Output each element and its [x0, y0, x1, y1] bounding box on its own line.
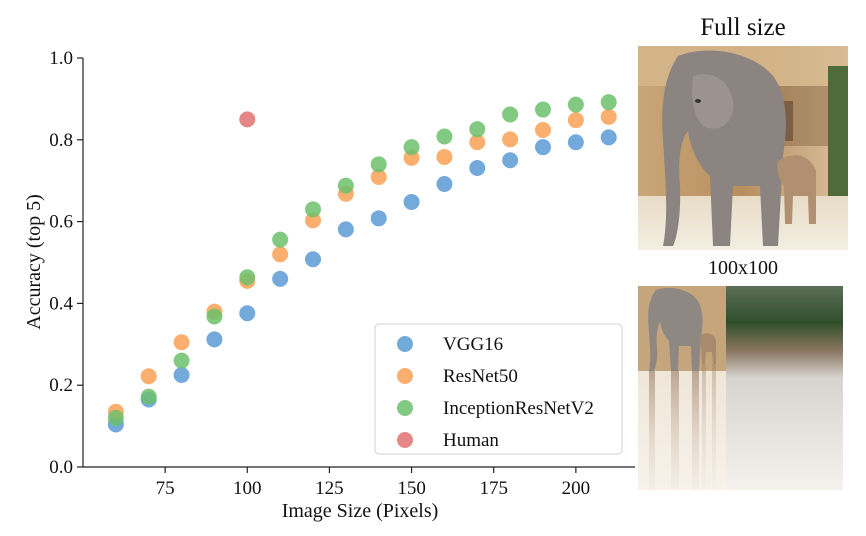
resnet50-point — [305, 212, 321, 229]
resnet50-point — [272, 246, 289, 263]
x-tick-label: 125 — [315, 478, 344, 499]
resnet50-point — [436, 148, 453, 165]
resnet50-point — [173, 334, 190, 351]
vgg16-point — [502, 152, 519, 169]
y-axis-label: Accuracy (top 5) — [23, 194, 45, 330]
legend-marker-resnet50 — [397, 368, 413, 384]
chart-ticks: 75 100 125 150 175 200 0.0 0.2 0.4 0.6 0.8 1.0 — [49, 48, 590, 499]
elephant-100x100-image — [638, 286, 843, 490]
inceptionresnetv2-point — [239, 269, 256, 286]
y-tick-label: 0.6 — [49, 212, 73, 233]
x-tick-label: 150 — [397, 478, 426, 499]
y-tick-label: 0.4 — [49, 293, 73, 314]
inceptionresnetv2-point — [140, 388, 157, 405]
resnet50-point — [600, 108, 617, 125]
vgg16-point — [436, 175, 453, 192]
resnet50-point — [140, 368, 157, 385]
vgg16-point — [337, 221, 354, 238]
x-tick-label: 200 — [562, 478, 591, 499]
vgg16-point — [567, 134, 584, 151]
x-tick-label: 100 — [233, 478, 262, 499]
inceptionresnetv2-point — [107, 409, 124, 426]
legend-label-inceptionresnetv2: InceptionResNetV2 — [443, 398, 594, 419]
vgg16-point — [206, 331, 223, 348]
chart-legend: VGG16 ResNet50 InceptionResNetV2 Human — [374, 323, 623, 455]
inceptionresnetv2-point — [535, 101, 551, 118]
vgg16-point — [272, 270, 289, 287]
legend-marker-human — [397, 432, 413, 448]
vgg16-point — [403, 193, 420, 210]
inceptionresnetv2-point — [502, 106, 519, 123]
vgg16-point — [239, 305, 256, 322]
inceptionresnetv2-point — [272, 231, 289, 248]
vgg16-point — [535, 139, 551, 156]
chart-points — [107, 94, 617, 433]
inceptionresnetv2-point — [305, 201, 321, 218]
inceptionresnetv2-point — [206, 308, 223, 325]
resnet50-point — [502, 131, 519, 148]
y-tick-label: 0.2 — [49, 375, 73, 396]
resnet50-point — [535, 121, 551, 138]
x-tick-label: 175 — [479, 478, 508, 499]
inceptionresnetv2-point — [337, 177, 354, 194]
vgg16-point — [370, 210, 387, 227]
legend-label-human: Human — [443, 430, 499, 451]
full-size-label: Full size — [700, 14, 786, 41]
human-point — [239, 111, 256, 128]
legend-label-vgg16: VGG16 — [443, 334, 503, 355]
resnet50-point — [469, 134, 486, 151]
legend-marker-vgg16 — [397, 336, 413, 352]
inceptionresnetv2-point — [600, 94, 617, 111]
x-tick-label: 75 — [156, 478, 175, 499]
inceptionresnetv2-point — [403, 139, 420, 156]
legend-label-resnet50: ResNet50 — [443, 366, 518, 387]
elephant-full-size-image — [638, 46, 848, 250]
vgg16-point — [173, 366, 190, 383]
x-axis-label: Image Size (Pixels) — [282, 500, 439, 522]
y-tick-label: 1.0 — [49, 48, 73, 69]
resnet50-point — [567, 112, 584, 129]
legend-box — [374, 323, 623, 455]
vgg16-point — [600, 129, 617, 146]
legend-marker-inceptionresnetv2 — [397, 400, 413, 416]
inceptionresnetv2-point — [469, 121, 486, 138]
resnet50-point — [370, 169, 387, 186]
vgg16-point — [469, 160, 486, 177]
vgg16-point — [305, 251, 321, 268]
inceptionresnetv2-point — [370, 156, 387, 173]
y-tick-label: 0.0 — [49, 457, 73, 478]
inceptionresnetv2-point — [567, 96, 584, 113]
inceptionresnetv2-point — [173, 352, 190, 369]
y-tick-label: 0.8 — [49, 130, 73, 151]
chart-axes — [82, 58, 635, 468]
downsampled-size-label: 100x100 — [708, 257, 778, 279]
inceptionresnetv2-point — [436, 128, 453, 145]
